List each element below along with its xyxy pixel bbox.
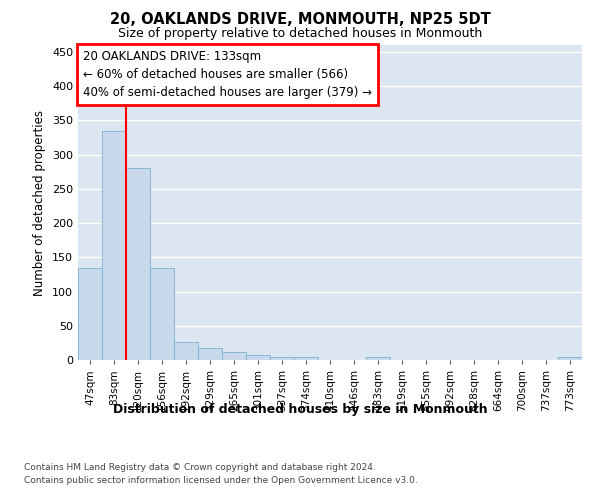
Bar — [270, 356, 294, 360]
Bar — [174, 342, 198, 360]
Text: 20, OAKLANDS DRIVE, MONMOUTH, NP25 5DT: 20, OAKLANDS DRIVE, MONMOUTH, NP25 5DT — [110, 12, 490, 28]
Text: 20 OAKLANDS DRIVE: 133sqm
← 60% of detached houses are smaller (566)
40% of semi: 20 OAKLANDS DRIVE: 133sqm ← 60% of detac… — [83, 50, 372, 98]
Bar — [198, 348, 222, 360]
Bar — [126, 168, 150, 360]
Text: Size of property relative to detached houses in Monmouth: Size of property relative to detached ho… — [118, 28, 482, 40]
Text: Contains HM Land Registry data © Crown copyright and database right 2024.: Contains HM Land Registry data © Crown c… — [24, 462, 376, 471]
Text: Distribution of detached houses by size in Monmouth: Distribution of detached houses by size … — [113, 402, 487, 415]
Bar — [294, 356, 318, 360]
Y-axis label: Number of detached properties: Number of detached properties — [34, 110, 46, 296]
Bar — [366, 356, 390, 360]
Bar — [150, 268, 174, 360]
Bar — [102, 130, 126, 360]
Bar — [222, 352, 246, 360]
Bar — [78, 268, 102, 360]
Bar — [558, 358, 582, 360]
Bar — [246, 355, 270, 360]
Text: Contains public sector information licensed under the Open Government Licence v3: Contains public sector information licen… — [24, 476, 418, 485]
